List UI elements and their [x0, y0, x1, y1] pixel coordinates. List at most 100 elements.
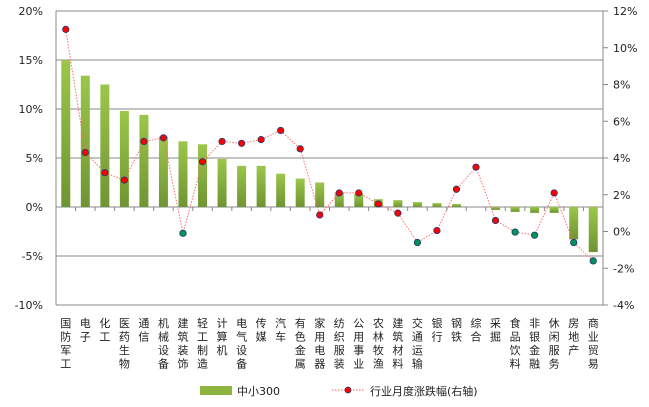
x-axis-labels: 国防军工电子化工医药生物通信机械设备建筑装饰轻工制造计算机电气设备传媒汽车有色金…	[60, 316, 598, 371]
bar	[100, 85, 109, 208]
gridlines	[56, 11, 603, 305]
right-tick-label: -2%	[613, 262, 634, 275]
x-tick-label: 有色金属	[295, 316, 306, 371]
right-tick-label: 8%	[613, 79, 630, 92]
line-point	[199, 158, 205, 164]
line-point	[434, 227, 440, 233]
line-point	[453, 186, 459, 192]
bar	[237, 166, 246, 207]
line-point	[414, 239, 420, 245]
x-tick-label: 休闲服务	[549, 317, 560, 371]
bar	[198, 144, 207, 207]
line-point	[297, 146, 303, 152]
right-tick-label: 4%	[613, 152, 630, 165]
bar	[432, 203, 441, 207]
left-tick-label: 20%	[19, 5, 43, 18]
line-point	[395, 210, 401, 216]
left-tick-label: -5%	[22, 250, 43, 263]
bar	[315, 183, 324, 208]
x-tick-label: 公用事业	[353, 317, 364, 371]
bar	[276, 174, 285, 207]
bar	[178, 141, 187, 207]
line-point	[258, 136, 264, 142]
bar	[296, 179, 305, 207]
line-point	[473, 164, 479, 170]
x-tick-label: 通信	[138, 317, 149, 344]
bar	[511, 207, 520, 212]
legend-line-label: 行业月度涨跌幅(右轴)	[370, 384, 478, 398]
line-point	[512, 229, 518, 235]
line-point	[551, 190, 557, 196]
x-tick-label: 传媒	[256, 317, 267, 344]
line-point	[82, 149, 88, 155]
x-tick-label: 食品饮料	[510, 316, 521, 371]
x-tick-label: 农林牧渔	[373, 316, 384, 371]
bar	[530, 207, 539, 213]
right-tick-label: 0%	[613, 226, 630, 239]
bar-series	[61, 60, 597, 252]
x-tick-label: 轻工制造	[197, 316, 208, 371]
line-point	[492, 217, 498, 223]
bar	[413, 202, 422, 207]
x-tick-label: 建筑装饰	[177, 316, 188, 371]
x-tick-label: 采掘	[490, 317, 501, 344]
right-tick-label: 10%	[613, 42, 637, 55]
bar	[139, 115, 148, 207]
x-tick-label: 银行	[431, 316, 442, 344]
left-tick-label: 15%	[19, 54, 43, 67]
left-tick-label: -10%	[15, 299, 43, 312]
right-tick-label: 6%	[613, 115, 630, 128]
bar	[393, 200, 402, 207]
line-point	[141, 138, 147, 144]
right-tick-label: -4%	[613, 299, 634, 312]
legend-bar-swatch	[200, 386, 232, 395]
x-tick-label: 电气设备	[236, 317, 247, 371]
left-tick-label: 5%	[26, 152, 43, 165]
bar	[81, 76, 90, 207]
line-point	[102, 170, 108, 176]
line-point	[590, 258, 596, 264]
line-point	[180, 230, 186, 236]
x-tick-label: 化工	[99, 316, 110, 344]
x-tick-label: 钢铁	[451, 317, 462, 344]
bar	[452, 204, 461, 207]
line-point	[531, 232, 537, 238]
x-tick-label: 综合	[471, 316, 482, 344]
x-tick-label: 国防军工	[60, 317, 71, 371]
x-tick-label: 房地产	[568, 317, 579, 357]
x-tick-label: 汽车	[275, 316, 286, 344]
line-point	[570, 239, 576, 245]
line-point	[277, 127, 283, 133]
bar	[159, 136, 168, 207]
x-tick-label: 商业贸易	[588, 316, 599, 371]
x-tick-label: 电子	[80, 317, 91, 344]
line-point	[336, 190, 342, 196]
legend: 中小300 行业月度涨跌幅(右轴)	[200, 384, 478, 398]
left-tick-label: 10%	[19, 103, 43, 116]
right-tick-label: 2%	[613, 189, 630, 202]
bar	[491, 207, 500, 210]
x-tick-label: 计算机	[217, 317, 228, 357]
line-point	[238, 140, 244, 146]
bar	[120, 111, 129, 207]
bar	[569, 207, 578, 239]
x-tick-label: 建筑材料	[392, 316, 403, 371]
x-tick-label: 家用电器	[314, 316, 325, 371]
x-tick-label: 医药生物	[119, 317, 130, 371]
right-tick-label: 12%	[613, 5, 637, 18]
bar	[589, 207, 598, 252]
line-point	[317, 212, 323, 218]
legend-bar-label: 中小300	[237, 385, 280, 398]
bar	[61, 60, 70, 207]
line-point	[160, 135, 166, 141]
x-tick-label: 交通运输	[412, 316, 423, 371]
line-point	[375, 201, 381, 207]
bar	[550, 207, 559, 213]
x-tick-label: 纺织服装	[334, 316, 345, 371]
bar	[218, 159, 227, 207]
x-tick-label: 机械设备	[158, 316, 169, 371]
line-point	[356, 190, 362, 196]
left-tick-label: 0%	[26, 201, 43, 214]
line-point	[63, 26, 69, 32]
